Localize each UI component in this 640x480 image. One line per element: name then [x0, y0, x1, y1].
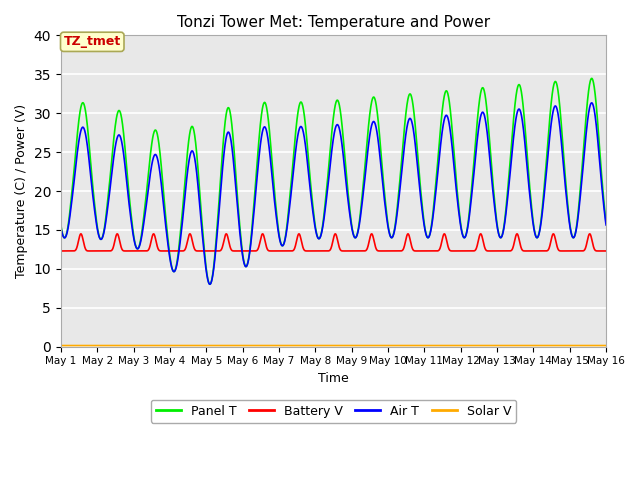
- X-axis label: Time: Time: [318, 372, 349, 385]
- Title: Tonzi Tower Met: Temperature and Power: Tonzi Tower Met: Temperature and Power: [177, 15, 490, 30]
- Y-axis label: Temperature (C) / Power (V): Temperature (C) / Power (V): [15, 104, 28, 278]
- Text: TZ_tmet: TZ_tmet: [63, 36, 121, 48]
- Legend: Panel T, Battery V, Air T, Solar V: Panel T, Battery V, Air T, Solar V: [151, 400, 516, 423]
